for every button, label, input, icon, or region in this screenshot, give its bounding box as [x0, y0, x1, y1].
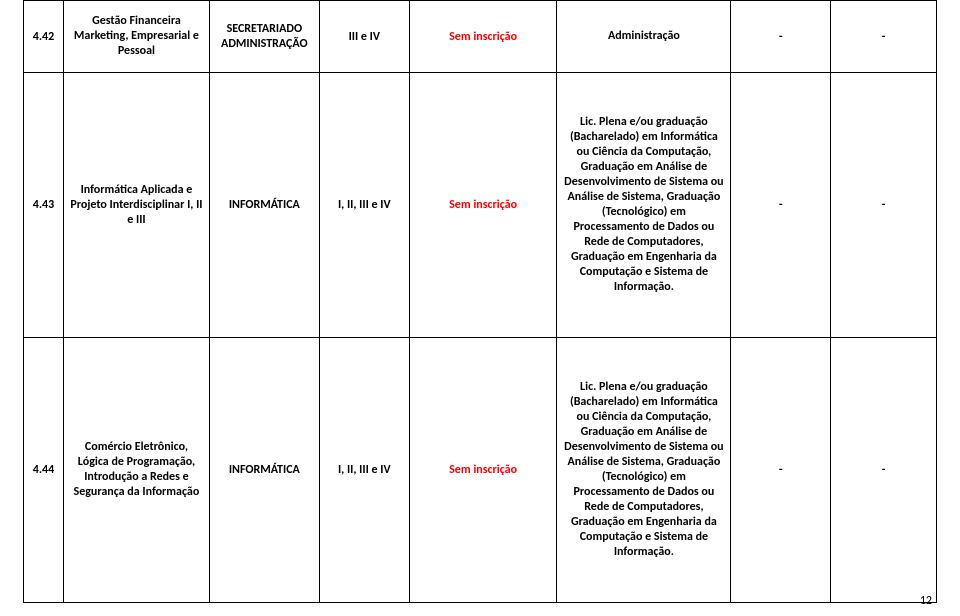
cell-curso: INFORMÁTICA [209, 73, 319, 338]
table-row: 4.42 Gestão Financeira Marketing, Empres… [24, 1, 937, 73]
cell-periodo: I, II, III e IV [319, 338, 409, 603]
table-row: 4.44 Comércio Eletrônico, Lógica de Prog… [24, 338, 937, 603]
table-row: 4.43 Informática Aplicada e Projeto Inte… [24, 73, 937, 338]
cell-col7: - [731, 338, 831, 603]
curriculum-table: 4.42 Gestão Financeira Marketing, Empres… [23, 0, 937, 603]
page-number: 12 [920, 594, 932, 608]
cell-requisitos: Lic. Plena e/ou graduação (Bacharelado) … [557, 338, 731, 603]
cell-inscricao: Sem inscrição [409, 1, 557, 73]
cell-inscricao: Sem inscrição [409, 338, 557, 603]
cell-col7: - [731, 73, 831, 338]
cell-id: 4.42 [24, 1, 64, 73]
cell-curso: SECRETARIADO ADMINISTRAÇÃO [209, 1, 319, 73]
cell-periodo: III e IV [319, 1, 409, 73]
cell-requisitos: Administração [557, 1, 731, 73]
cell-col8: - [831, 338, 937, 603]
cell-requisitos: Lic. Plena e/ou graduação (Bacharelado) … [557, 73, 731, 338]
cell-id: 4.43 [24, 73, 64, 338]
cell-id: 4.44 [24, 338, 64, 603]
cell-inscricao: Sem inscrição [409, 73, 557, 338]
cell-disciplina: Gestão Financeira Marketing, Empresarial… [63, 1, 209, 73]
cell-curso: INFORMÁTICA [209, 338, 319, 603]
cell-col8: - [831, 1, 937, 73]
cell-disciplina: Informática Aplicada e Projeto Interdisc… [63, 73, 209, 338]
cell-col8: - [831, 73, 937, 338]
cell-col7: - [731, 1, 831, 73]
cell-periodo: I, II, III e IV [319, 73, 409, 338]
cell-disciplina: Comércio Eletrônico, Lógica de Programaç… [63, 338, 209, 603]
